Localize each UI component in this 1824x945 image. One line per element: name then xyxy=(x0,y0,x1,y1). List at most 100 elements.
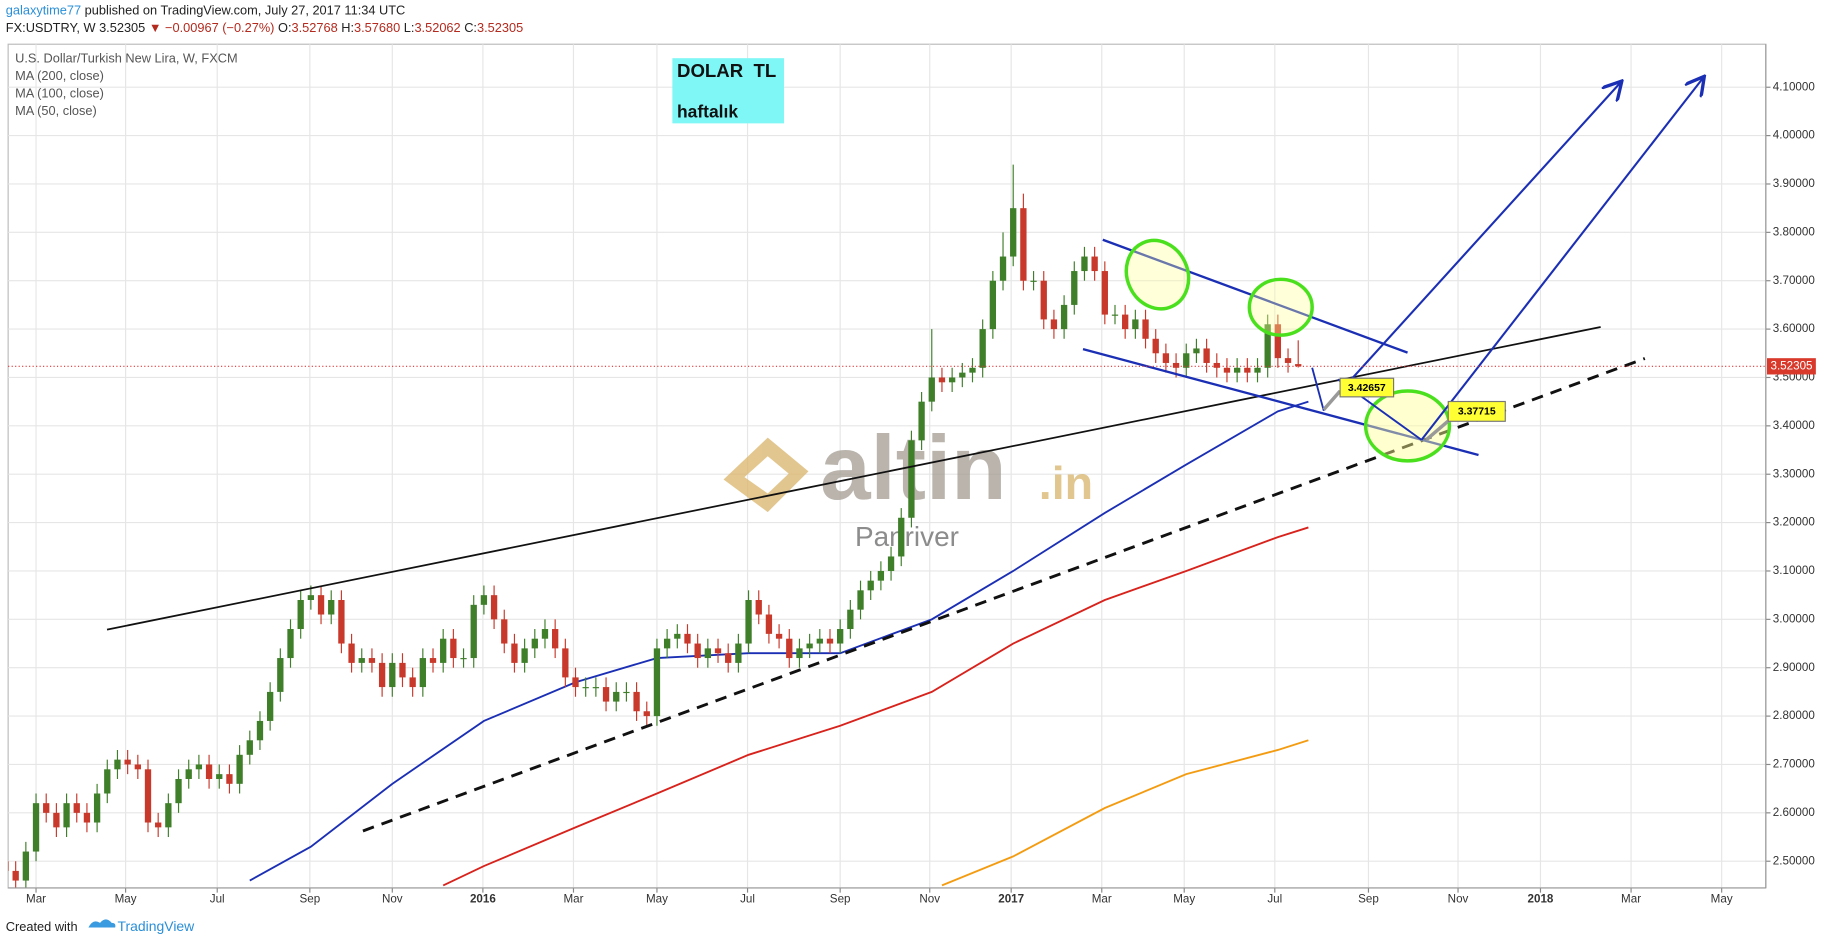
candle-body xyxy=(898,517,905,557)
ohlc-label: O: xyxy=(278,20,291,35)
y-tick-label: 2.50000 xyxy=(1773,854,1816,867)
candle-body xyxy=(1152,338,1159,354)
published: published on TradingView.com, July 27, 2… xyxy=(85,3,406,18)
candle-body xyxy=(908,440,915,518)
legend-entry: MA (100, close) xyxy=(15,86,104,101)
candle-body xyxy=(1122,314,1129,330)
candle-body xyxy=(378,662,386,688)
x-tick-label: Jul xyxy=(210,893,225,906)
candle-body xyxy=(725,653,732,663)
candle-body xyxy=(979,329,986,368)
candle-body xyxy=(1284,358,1292,363)
candle-body xyxy=(348,643,355,663)
candle-body xyxy=(43,803,50,813)
candle-body xyxy=(216,774,223,779)
candle-body xyxy=(877,570,885,581)
candle-body xyxy=(389,662,396,688)
y-tick-label: 3.70000 xyxy=(1773,274,1816,287)
ohlc-value: 3.52062 xyxy=(414,20,460,35)
y-tick-label: 3.40000 xyxy=(1773,419,1816,432)
watermark-suffix: .in xyxy=(1039,457,1093,509)
x-tick-label: 2017 xyxy=(998,893,1024,906)
y-tick-label: 2.70000 xyxy=(1773,758,1816,771)
candle-body xyxy=(12,870,19,881)
ma-line xyxy=(941,739,1309,887)
candle-body xyxy=(1040,280,1047,320)
candle-body xyxy=(826,638,834,644)
candle-body xyxy=(735,643,742,663)
ma-line xyxy=(442,526,1309,887)
candle-body xyxy=(175,778,182,804)
footer-created: Created with xyxy=(6,919,78,934)
ohlc-value: 3.57680 xyxy=(354,20,400,35)
candle-body xyxy=(602,687,610,702)
candle-body xyxy=(684,633,691,644)
ohlc-label: C: xyxy=(464,20,477,35)
candle-body xyxy=(53,812,60,828)
candle-body xyxy=(775,633,783,639)
candle-body xyxy=(816,638,823,644)
legend-title: U.S. Dollar/Turkish New Lira, W, FXCM xyxy=(15,51,237,66)
candle-body xyxy=(704,648,711,659)
candle-body xyxy=(205,764,213,779)
y-tick-label: 2.80000 xyxy=(1773,709,1816,722)
x-tick-label: Sep xyxy=(830,893,851,906)
candle-body xyxy=(592,687,600,689)
callout-pointer xyxy=(1322,389,1342,411)
y-tick-label: 2.60000 xyxy=(1773,806,1816,819)
candle-body xyxy=(552,629,559,649)
candle-body xyxy=(969,367,976,373)
axis-labels: 2.50000 2.60000 2.70000 2.80000 2.90000 3.000… xyxy=(8,44,1816,906)
candle-body xyxy=(195,764,203,770)
candle-body xyxy=(806,643,813,649)
candle-body xyxy=(694,643,701,659)
candle-body xyxy=(938,377,946,383)
candle-body xyxy=(1101,271,1108,315)
channel-line xyxy=(1102,238,1408,354)
candle-body xyxy=(1111,314,1119,316)
price-callout xyxy=(1339,377,1395,398)
candle-body xyxy=(246,740,253,755)
ohlc-label: H: xyxy=(341,20,354,35)
candle-body xyxy=(144,769,152,823)
candle-body xyxy=(837,629,844,644)
candle-body xyxy=(959,372,966,378)
candle-body xyxy=(429,658,437,663)
x-tick-label: Sep xyxy=(300,893,321,906)
candle-body xyxy=(480,595,488,605)
footer-brand[interactable]: TradingView xyxy=(117,918,195,934)
candle-body xyxy=(1050,319,1058,330)
candle-body xyxy=(857,590,864,610)
candle-body xyxy=(796,648,803,659)
candle-body xyxy=(338,600,345,644)
plot-area xyxy=(7,43,1767,889)
candle-body xyxy=(928,377,935,402)
candle-body xyxy=(1060,304,1068,330)
candle-body xyxy=(948,377,956,383)
candle-body xyxy=(633,691,640,712)
candle-body xyxy=(63,803,70,828)
candle-body xyxy=(1091,256,1098,272)
candle-body xyxy=(1264,324,1271,368)
candle-body xyxy=(572,677,579,688)
x-tick-label: Jul xyxy=(740,893,755,906)
candle-body xyxy=(226,774,233,784)
candle-body xyxy=(32,803,40,852)
candle-body xyxy=(1233,367,1241,373)
ohlc-label: L: xyxy=(404,20,415,35)
candle-body xyxy=(165,803,172,828)
candle-body xyxy=(1162,353,1170,363)
x-tick-label: Nov xyxy=(919,893,940,906)
author[interactable]: galaxytime77 xyxy=(6,3,81,18)
candle-body xyxy=(674,633,681,639)
candle-body xyxy=(1193,348,1200,354)
y-tick-label: 3.20000 xyxy=(1773,516,1816,529)
candle-body xyxy=(307,595,315,601)
candle-body xyxy=(22,851,30,881)
candle-body xyxy=(277,658,284,692)
candle-body xyxy=(460,658,467,660)
candle-body xyxy=(714,648,722,654)
candle-body xyxy=(185,769,192,779)
candle-body xyxy=(847,609,854,630)
y-tick-label: 3.00000 xyxy=(1773,612,1816,625)
